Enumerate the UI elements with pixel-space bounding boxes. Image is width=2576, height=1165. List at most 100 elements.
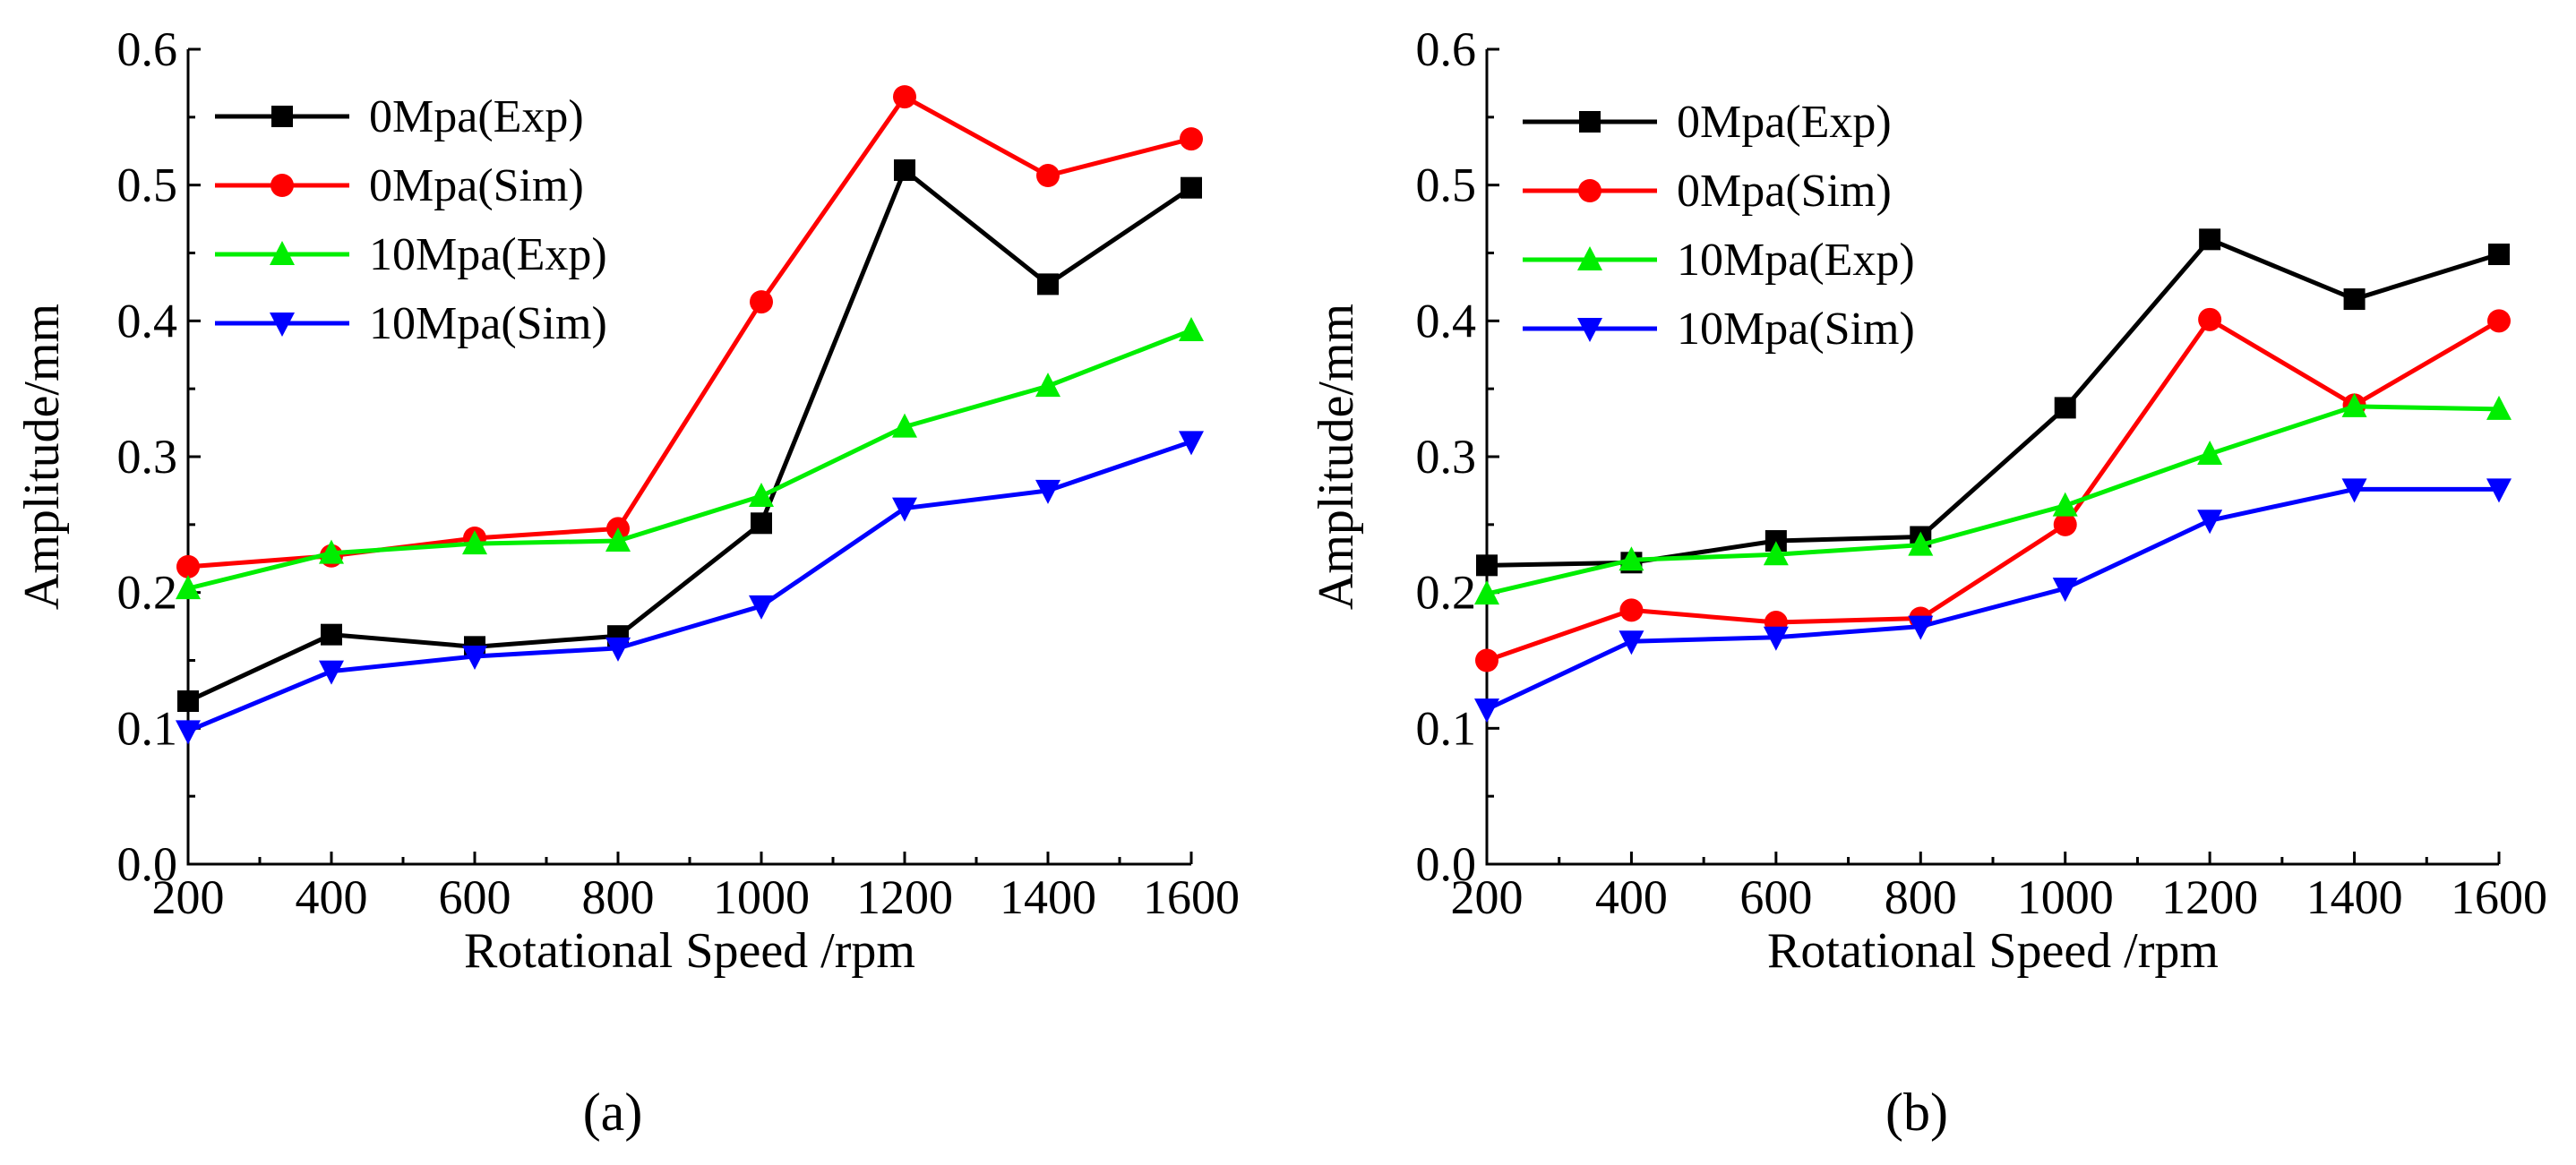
- series-line: [186, 167, 1193, 704]
- legend-label: 10Mpa(Exp): [369, 229, 607, 280]
- data-point: [321, 623, 342, 646]
- data-point: [1619, 598, 1644, 622]
- series-10mpa-sim: [1474, 478, 2512, 724]
- data-point: [1476, 554, 1498, 577]
- axes-frame: [1485, 49, 2499, 866]
- x-tick-label: 200: [152, 870, 225, 924]
- x-tick-label: 1400: [2306, 870, 2403, 924]
- data-point: [1474, 698, 1499, 724]
- data-point: [176, 554, 200, 578]
- chart-panel-a: 200 400 600 800 1000 1200 1400 1600 0.0 0.1 0.2 0.3…: [14, 22, 1240, 979]
- legend-marker: [1578, 179, 1601, 202]
- data-point: [1475, 648, 1498, 672]
- data-point: [892, 497, 917, 522]
- data-point: [1181, 176, 1202, 199]
- series-line: [1486, 317, 2501, 663]
- y-tick-label: 0.0: [117, 837, 178, 891]
- series-line: [187, 328, 1192, 591]
- y-tick-label: 0.3: [1416, 430, 1477, 484]
- data-point: [1035, 373, 1060, 398]
- legend-label: 0Mpa(Sim): [1677, 166, 1892, 217]
- data-point: [319, 660, 344, 685]
- legend-label: 10Mpa(Exp): [1677, 235, 1915, 286]
- x-tick-label: 1000: [2017, 870, 2114, 924]
- y-tick-label: 0.6: [1416, 22, 1477, 76]
- data-point: [2341, 478, 2367, 503]
- data-point: [2198, 307, 2222, 331]
- x-axis-title: Rotational Speed /rpm: [464, 923, 915, 979]
- data-point: [750, 290, 773, 314]
- data-point: [894, 158, 915, 181]
- data-point: [2053, 512, 2077, 536]
- legend-label: 0Mpa(Sim): [369, 160, 584, 211]
- y-tick-label: 0.3: [117, 430, 178, 484]
- y-tick-label: 0.6: [117, 22, 178, 76]
- data-point: [605, 637, 631, 662]
- x-tick-label: 1400: [1000, 870, 1096, 924]
- data-point: [749, 482, 774, 507]
- data-point: [1037, 273, 1059, 296]
- data-point: [1763, 626, 1789, 651]
- data-point: [1763, 541, 1789, 566]
- y-tick-label: 0.1: [1416, 701, 1477, 755]
- data-point: [2052, 578, 2078, 603]
- data-point: [2341, 392, 2367, 417]
- legend-label: 0Mpa(Exp): [369, 91, 584, 142]
- x-tick-label: 400: [296, 870, 368, 924]
- data-point: [176, 575, 201, 600]
- data-point: [1908, 615, 1934, 640]
- x-tick-label: 400: [1595, 870, 1668, 924]
- series-10mpa-exp: [1474, 392, 2512, 605]
- series-10mpa-sim: [176, 431, 1204, 745]
- data-point: [2487, 309, 2511, 333]
- data-point: [2199, 228, 2221, 251]
- y-axis-title: Amplitude/mm: [1309, 304, 1364, 610]
- x-tick-label: 600: [1739, 870, 1812, 924]
- data-point: [176, 720, 201, 745]
- y-tick-label: 0.2: [1416, 566, 1477, 620]
- y-tick-label: 0.4: [117, 294, 178, 347]
- series-0mpa-sim: [176, 85, 1203, 578]
- x-tick-label: 200: [1451, 870, 1524, 924]
- data-point: [749, 595, 774, 620]
- legend: 0Mpa(Exp) 0Mpa(Sim) 10Mpa(Exp) 10Mpa(Sim): [1523, 97, 1915, 355]
- y-tick-label: 0.1: [117, 701, 178, 755]
- data-point: [605, 527, 631, 553]
- legend-marker: [1577, 246, 1602, 270]
- data-point: [1180, 127, 1203, 151]
- legend-label: 10Mpa(Sim): [1677, 304, 1915, 355]
- legend-label: 0Mpa(Exp): [1677, 97, 1892, 148]
- y-tick-label: 0.0: [1416, 837, 1477, 891]
- legend-marker: [270, 174, 294, 197]
- data-point: [2054, 397, 2076, 419]
- x-tick-label: 1600: [1143, 870, 1240, 924]
- data-point: [2197, 510, 2223, 535]
- legend-marker: [271, 106, 293, 127]
- x-tick-label: 1200: [856, 870, 953, 924]
- legend-marker: [1579, 111, 1601, 133]
- data-point: [462, 530, 487, 555]
- data-point: [1179, 431, 1204, 456]
- legend: 0Mpa(Exp) 0Mpa(Sim) 10Mpa(Exp) 10Mpa(Sim): [215, 91, 607, 349]
- data-point: [2488, 244, 2510, 266]
- data-point: [2486, 478, 2512, 503]
- data-point: [892, 413, 917, 438]
- x-tick-label: 800: [1885, 870, 1957, 924]
- data-point: [2343, 288, 2366, 311]
- data-point: [1474, 580, 1499, 605]
- series-line: [1486, 404, 2500, 596]
- x-axis-title: Rotational Speed /rpm: [1767, 923, 2219, 979]
- data-point: [1619, 630, 1644, 655]
- chart-panel-b: 200 400 600 800 1000 1200 1400 1600 0.0 0.1 0.2 0.3…: [1309, 22, 2547, 979]
- legend-marker: [1577, 318, 1602, 342]
- panel-label-b: (b): [1885, 1083, 1948, 1142]
- data-point: [2486, 395, 2512, 420]
- x-tick-label: 800: [582, 870, 655, 924]
- data-point: [751, 512, 772, 535]
- data-point: [1619, 546, 1644, 571]
- data-point: [319, 539, 344, 564]
- y-tick-label: 0.4: [1416, 294, 1477, 347]
- y-tick-label: 0.5: [117, 158, 178, 212]
- data-point: [1179, 316, 1204, 341]
